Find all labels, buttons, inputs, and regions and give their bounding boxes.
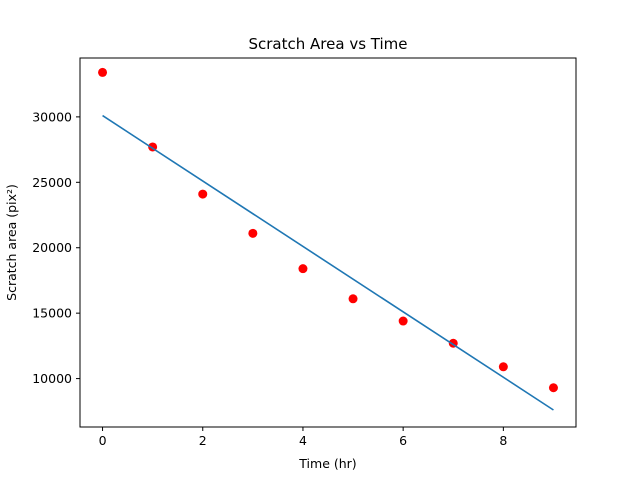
x-tick-label: 2 <box>199 433 207 448</box>
x-axis-label: Time (hr) <box>298 456 356 471</box>
x-tick-label: 8 <box>499 433 507 448</box>
plot-area <box>80 58 576 427</box>
data-point <box>348 294 358 304</box>
x-tick-label: 0 <box>99 433 107 448</box>
chart-marks <box>98 67 558 411</box>
y-tick-label: 30000 <box>32 109 72 124</box>
data-point <box>398 316 408 326</box>
plot-frame <box>79 57 577 428</box>
y-tick-label: 20000 <box>32 240 72 255</box>
chart-title: Scratch Area vs Time <box>249 35 408 53</box>
data-point <box>298 264 308 274</box>
y-tick-label: 10000 <box>32 371 72 386</box>
y-axis-label: Scratch area (pix²) <box>4 184 19 301</box>
data-point <box>98 67 108 77</box>
y-tick-label: 25000 <box>32 175 72 190</box>
data-point <box>548 383 558 393</box>
data-point <box>248 228 258 238</box>
y-axis-ticks: 10000 15000 20000 25000 30000 <box>32 109 80 386</box>
y-tick-label: 15000 <box>32 306 72 321</box>
data-point <box>498 362 508 372</box>
data-point <box>198 189 208 199</box>
fit-line <box>102 114 554 411</box>
x-tick-label: 6 <box>399 433 407 448</box>
x-axis-ticks: 0 2 4 6 8 <box>99 427 507 448</box>
x-tick-label: 4 <box>299 433 307 448</box>
